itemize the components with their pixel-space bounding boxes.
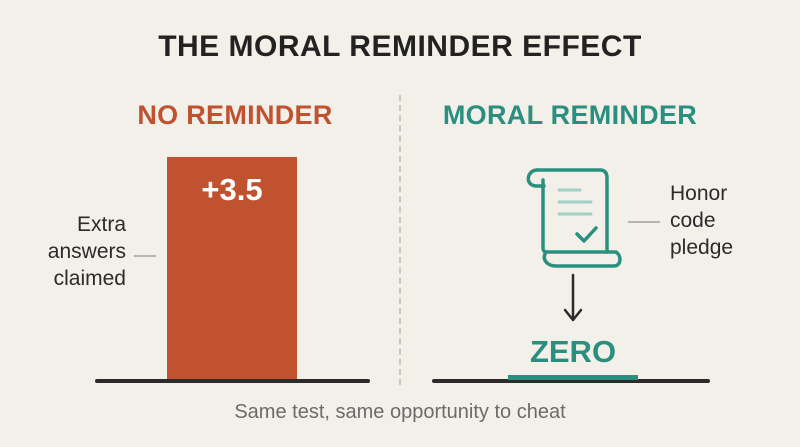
- moral-reminder-heading: MORAL REMINDER: [442, 100, 698, 130]
- footer-caption: Same test, same opportunity to cheat: [234, 401, 566, 423]
- scroll-checkmark-icon: [526, 168, 622, 268]
- bar-value-label: +3.5: [201, 172, 263, 207]
- down-arrow-icon: [563, 273, 583, 322]
- honor-code-label-line: pledge: [670, 236, 734, 259]
- zero-bar: [508, 375, 638, 380]
- honor-code-label-line: Honor: [670, 182, 728, 205]
- extra-answers-label-line: claimed: [53, 267, 126, 290]
- honor-code-label-line: code: [670, 209, 716, 232]
- extra-answers-bar: [167, 157, 297, 381]
- honor-code-label: Honor code pledge: [670, 180, 770, 261]
- no-reminder-heading: NO REMINDER: [137, 100, 333, 130]
- right-baseline: [432, 379, 710, 383]
- extra-answers-label-line: Extra: [76, 213, 126, 236]
- diagram-title: THE MORAL REMINDER EFFECT: [158, 30, 642, 63]
- left-baseline: [95, 379, 370, 383]
- extra-answers-label: Extra answers claimed: [30, 211, 126, 292]
- zero-result-label: ZERO: [529, 334, 617, 369]
- extra-answers-label-line: answers: [47, 240, 126, 263]
- panel-divider: [399, 95, 401, 385]
